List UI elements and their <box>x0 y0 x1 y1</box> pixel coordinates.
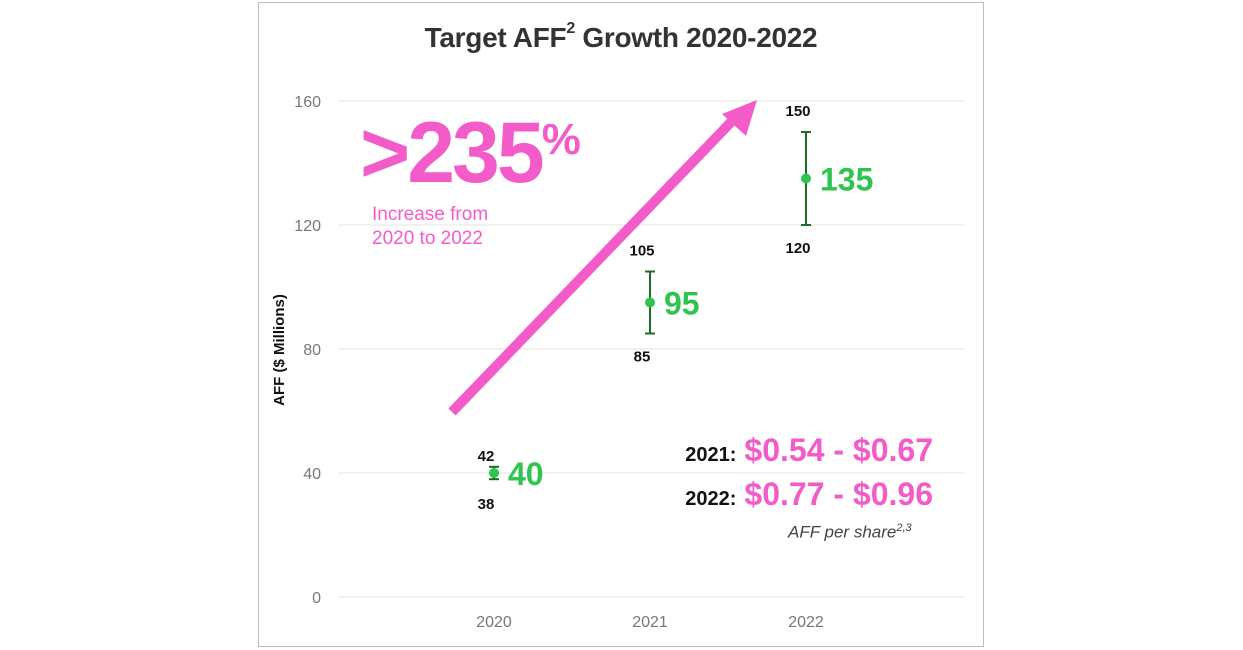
x-tick-label: 2022 <box>788 614 824 631</box>
growth-percentage: >235% <box>360 110 581 196</box>
per-share-range: $0.54 - $0.67 <box>744 432 933 468</box>
y-tick-label: 120 <box>294 218 321 235</box>
x-ticks: 2020 2021 2022 <box>476 614 824 631</box>
per-share-row-2021: 2021: $0.54 - $0.67 <box>685 432 933 469</box>
midpoint-value-label: 135 <box>820 162 873 198</box>
midpoint-dot <box>801 173 811 184</box>
midpoint-value-label: 40 <box>508 456 544 492</box>
per-share-year: 2021: <box>685 444 737 466</box>
growth-unit: % <box>541 115 581 164</box>
growth-caption-line1: Increase from <box>372 204 489 225</box>
low-value-label: 85 <box>634 349 651 366</box>
per-share-year: 2022: <box>685 488 737 510</box>
per-share-row-2022: 2022: $0.77 - $0.96 <box>685 476 933 513</box>
per-share-note-text: AFF per share <box>788 522 897 542</box>
y-axis-label: AFF ($ Millions) <box>271 294 288 406</box>
growth-caption: Increase from 2020 to 2022 <box>372 203 532 251</box>
low-value-label: 120 <box>785 240 810 257</box>
growth-arrow <box>448 100 757 416</box>
midpoint-value-label: 95 <box>664 286 700 322</box>
growth-caption-line2: 2020 to 2022 <box>372 228 483 249</box>
y-tick-label: 0 <box>312 590 321 607</box>
high-value-label: 150 <box>785 103 810 120</box>
y-tick-label: 80 <box>303 342 321 359</box>
per-share-range: $0.77 - $0.96 <box>744 476 933 512</box>
high-value-label: 105 <box>629 243 654 260</box>
y-ticks: 0 40 80 120 160 <box>294 94 321 607</box>
y-tick-label: 160 <box>294 94 321 111</box>
per-share-note-superscript: 2,3 <box>896 522 912 534</box>
low-value-label: 38 <box>478 496 495 513</box>
grid-lines <box>338 100 965 598</box>
x-tick-label: 2020 <box>476 614 512 631</box>
growth-value: >235 <box>360 105 545 201</box>
per-share-note: AFF per share2,3 <box>788 522 912 543</box>
y-tick-label: 40 <box>303 466 321 483</box>
high-value-label: 42 <box>478 448 495 465</box>
title-superscript: 2 <box>566 19 575 37</box>
midpoint-dot <box>489 468 499 478</box>
x-tick-label: 2021 <box>632 614 668 631</box>
title-text-rest: Growth 2020-2022 <box>574 22 818 53</box>
chart-card <box>258 2 984 647</box>
midpoint-dot <box>645 297 655 308</box>
series: 42 38 40 105 85 95 150 120 135 <box>478 103 874 513</box>
chart-title: Target AFF2 Growth 2020-2022 <box>258 19 984 54</box>
title-text: Target AFF <box>424 22 567 53</box>
